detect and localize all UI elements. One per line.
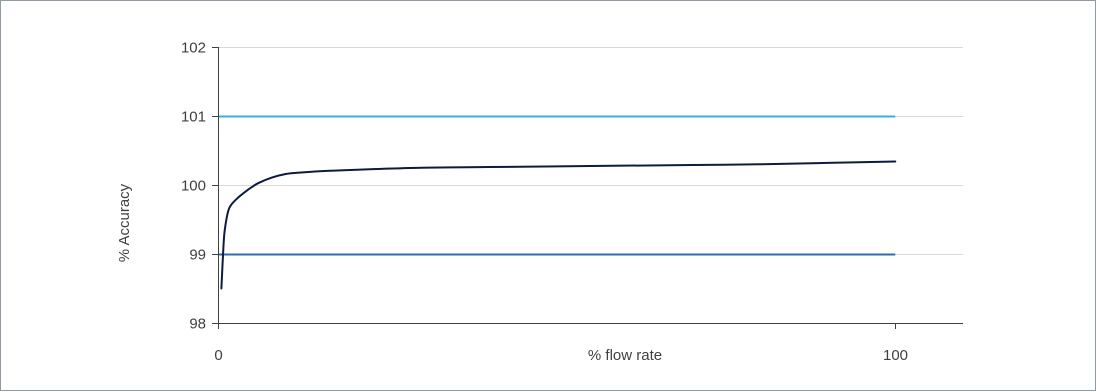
x-tick-label-0: 0: [214, 347, 222, 364]
axis-layer: [212, 47, 963, 329]
tick-labels: 98 99 100 101 102 0 100: [181, 40, 908, 365]
y-tick-label-101: 101: [181, 109, 206, 126]
x-tick-label-100: 100: [883, 347, 908, 364]
y-tick-label-99: 99: [189, 247, 206, 264]
grid-layer: [218, 47, 963, 255]
x-axis-title: % flow rate: [588, 347, 662, 364]
y-tick-label-100: 100: [181, 178, 206, 195]
y-tick-label-98: 98: [189, 316, 206, 333]
reference-lines: [218, 115, 896, 256]
y-axis-title: % Accuracy: [116, 183, 133, 262]
y-tick-label-102: 102: [181, 40, 206, 57]
series-layer: [220, 160, 897, 290]
series-line-0: [220, 160, 897, 290]
